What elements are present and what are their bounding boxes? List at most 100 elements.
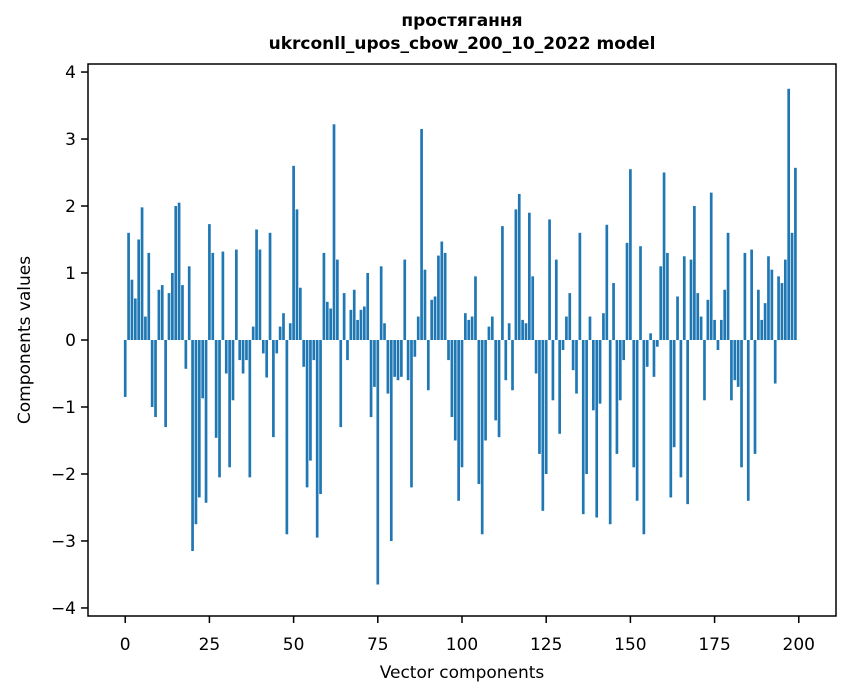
bar bbox=[652, 340, 656, 377]
bar bbox=[443, 252, 447, 340]
bar bbox=[285, 340, 289, 535]
bar bbox=[423, 269, 427, 340]
bar bbox=[248, 340, 252, 478]
bar bbox=[224, 340, 228, 374]
x-tick-label: 100 bbox=[446, 635, 478, 655]
bar bbox=[561, 340, 565, 351]
bar bbox=[356, 319, 359, 340]
bar bbox=[693, 206, 696, 340]
bar bbox=[585, 340, 588, 474]
bars-series bbox=[123, 88, 797, 585]
bar bbox=[612, 283, 615, 340]
y-axis-label: Components values bbox=[15, 256, 35, 424]
bar bbox=[686, 340, 689, 505]
bar bbox=[622, 340, 625, 361]
bar bbox=[528, 212, 531, 340]
bar bbox=[140, 207, 144, 340]
bar bbox=[416, 316, 420, 340]
bar bbox=[450, 340, 454, 418]
bar bbox=[592, 340, 595, 411]
bar bbox=[595, 340, 599, 518]
x-tick-label: 175 bbox=[698, 635, 730, 655]
bar bbox=[699, 316, 703, 340]
bar bbox=[615, 340, 619, 454]
bar bbox=[598, 340, 602, 404]
bar bbox=[669, 340, 673, 498]
bar bbox=[258, 249, 262, 340]
bar bbox=[319, 340, 322, 495]
bar bbox=[433, 296, 437, 340]
y-tick-label: −2 bbox=[51, 465, 76, 485]
bar bbox=[150, 340, 154, 407]
bar bbox=[373, 340, 376, 387]
bar bbox=[480, 340, 484, 535]
bar bbox=[679, 340, 683, 478]
bar bbox=[531, 276, 535, 340]
bar bbox=[706, 299, 710, 340]
bar bbox=[197, 340, 201, 498]
bar bbox=[682, 256, 686, 340]
bar bbox=[538, 340, 541, 454]
bar bbox=[359, 309, 363, 340]
bar bbox=[632, 340, 636, 468]
bar bbox=[662, 172, 666, 340]
bar bbox=[689, 259, 693, 340]
bar bbox=[467, 319, 471, 340]
bar bbox=[487, 326, 491, 340]
bar bbox=[288, 323, 292, 340]
bar bbox=[312, 340, 316, 361]
y-axis-ticks: −4 −3 −2 −1 0 1 2 3 4 bbox=[51, 63, 88, 619]
bar bbox=[470, 316, 474, 340]
bar bbox=[558, 340, 562, 434]
bar bbox=[329, 308, 332, 340]
bar bbox=[753, 340, 757, 454]
bar bbox=[541, 340, 545, 511]
bar bbox=[383, 323, 386, 340]
bar bbox=[352, 289, 356, 340]
bar bbox=[235, 249, 238, 340]
bar bbox=[777, 276, 780, 340]
bar bbox=[581, 340, 585, 515]
bar bbox=[534, 340, 538, 374]
bar bbox=[773, 340, 777, 384]
bar bbox=[676, 296, 679, 340]
bar bbox=[494, 340, 498, 421]
bar bbox=[403, 259, 407, 340]
bar bbox=[420, 128, 423, 340]
bar bbox=[723, 289, 727, 340]
bar bbox=[410, 340, 413, 488]
bar bbox=[554, 259, 558, 340]
bar bbox=[366, 273, 370, 340]
bar bbox=[268, 232, 272, 340]
bar bbox=[349, 309, 353, 340]
bar bbox=[655, 340, 659, 347]
y-tick-label: 1 bbox=[65, 264, 76, 284]
bar bbox=[245, 340, 248, 361]
bar bbox=[164, 340, 167, 428]
bar bbox=[544, 340, 548, 474]
bar bbox=[127, 232, 130, 340]
x-tick-label: 150 bbox=[614, 635, 646, 655]
bar bbox=[740, 340, 743, 468]
bar bbox=[379, 266, 383, 340]
bar bbox=[746, 340, 750, 501]
bar bbox=[332, 124, 336, 340]
bar bbox=[184, 340, 188, 369]
bar bbox=[309, 340, 312, 461]
bar bbox=[336, 259, 339, 340]
bar bbox=[406, 340, 410, 381]
bar bbox=[437, 255, 440, 340]
bar bbox=[376, 340, 380, 585]
bar bbox=[760, 319, 764, 340]
bar bbox=[241, 340, 245, 374]
bar bbox=[709, 192, 713, 340]
bar bbox=[783, 259, 787, 340]
bar bbox=[504, 340, 508, 381]
bar bbox=[144, 316, 147, 340]
bar bbox=[194, 340, 198, 525]
bar bbox=[167, 293, 171, 340]
bar bbox=[511, 340, 514, 391]
bar bbox=[763, 303, 767, 340]
bar bbox=[305, 340, 309, 488]
